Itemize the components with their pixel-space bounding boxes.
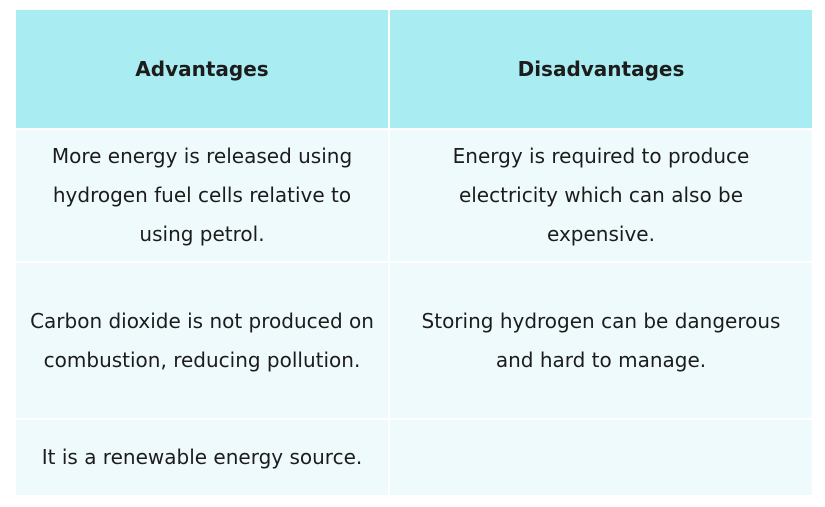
empty-cell	[388, 418, 814, 497]
table-row: Carbon dioxide is not produced on combus…	[14, 261, 814, 420]
header-cell: Advantages	[14, 8, 390, 130]
header-cell: Disadvantages	[388, 8, 814, 130]
table-body: More energy is released using hydrogen f…	[14, 128, 814, 497]
table-row: It is a renewable energy source.	[14, 418, 814, 497]
table-cell: Storing hydrogen can be dangerous and ha…	[388, 261, 814, 420]
table-cell: It is a renewable energy source.	[14, 418, 390, 497]
table-cell: Carbon dioxide is not produced on combus…	[14, 261, 390, 420]
table-cell: More energy is released using hydrogen f…	[14, 128, 390, 263]
table-row: More energy is released using hydrogen f…	[14, 128, 814, 263]
table-cell: Energy is required to produce electricit…	[388, 128, 814, 263]
table-container: Advantages Disadvantages More energy is r…	[14, 8, 814, 497]
comparison-table: Advantages Disadvantages More energy is r…	[14, 8, 814, 497]
header-row: Advantages Disadvantages	[14, 8, 814, 130]
